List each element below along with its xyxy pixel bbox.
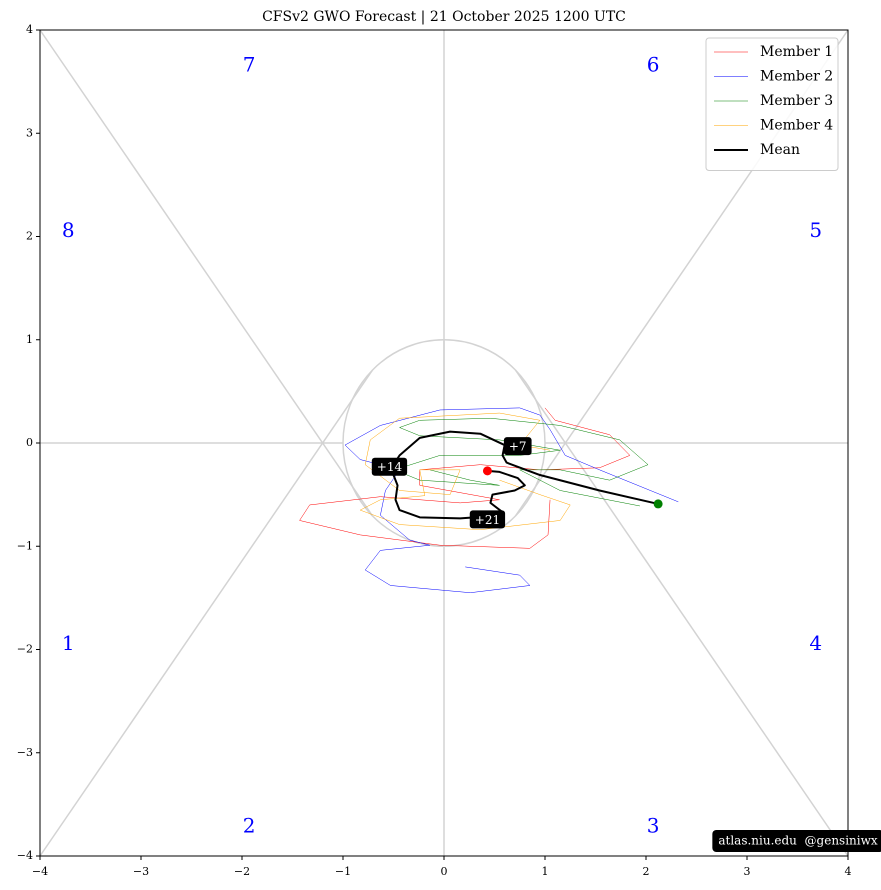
y-tick-label: 4 — [26, 23, 33, 36]
x-tick-label: 2 — [643, 865, 650, 878]
y-tick-label: 0 — [26, 436, 33, 449]
series-line — [299, 407, 631, 549]
legend-label: Member 3 — [760, 93, 833, 109]
annotation: +7 — [509, 440, 527, 454]
phase-label: 8 — [62, 218, 75, 242]
x-tick-label: −2 — [234, 865, 250, 878]
series-line — [394, 417, 649, 507]
phase-label: 3 — [647, 814, 660, 838]
annotation: +14 — [377, 460, 403, 474]
y-tick-label: 1 — [26, 333, 33, 346]
credit: atlas.niu.edu @gensiniwx — [718, 834, 878, 848]
y-tick-label: −4 — [17, 849, 33, 862]
phase-label: 1 — [62, 631, 75, 655]
x-tick-label: 4 — [845, 865, 852, 878]
credit-box — [712, 830, 881, 852]
phase-line — [514, 369, 849, 857]
chart-title: CFSv2 GWO Forecast | 21 October 2025 120… — [262, 9, 626, 25]
annotation-box — [469, 510, 506, 529]
phase-line — [39, 29, 374, 517]
phase-label: 5 — [809, 218, 822, 242]
y-tick-label: −2 — [17, 643, 33, 656]
legend-label: Member 1 — [760, 44, 833, 60]
start-point — [653, 499, 663, 509]
series-line — [392, 430, 659, 520]
x-tick-label: −4 — [32, 865, 48, 878]
legend-label: Mean — [760, 142, 800, 158]
annotation-box — [371, 457, 408, 476]
x-tick-label: −1 — [335, 865, 351, 878]
phase-label: 6 — [647, 53, 660, 77]
legend-box — [705, 37, 839, 171]
series-line — [359, 412, 571, 530]
phase-label: 7 — [243, 53, 256, 77]
phase-line — [39, 369, 374, 857]
legend: Member 1 Member 2 Member 3 Member 4 Mean — [705, 37, 839, 171]
series-line — [344, 407, 679, 593]
phase-label: 2 — [243, 814, 256, 838]
y-tick-label: 2 — [26, 230, 33, 243]
phase-label: 4 — [809, 631, 822, 655]
legend-label: Member 4 — [760, 118, 833, 134]
x-tick-label: 1 — [542, 865, 549, 878]
legend-label: Member 2 — [760, 69, 833, 85]
y-tick-label: 3 — [26, 126, 33, 139]
x-tick-label: 0 — [441, 865, 448, 878]
y-tick-label: −1 — [17, 539, 33, 552]
x-tick-label: −3 — [133, 865, 149, 878]
y-tick-label: −3 — [17, 746, 33, 759]
end-point — [482, 466, 492, 476]
annotation: +21 — [475, 513, 500, 527]
x-tick-label: 3 — [744, 865, 751, 878]
annotation-box — [503, 437, 532, 456]
